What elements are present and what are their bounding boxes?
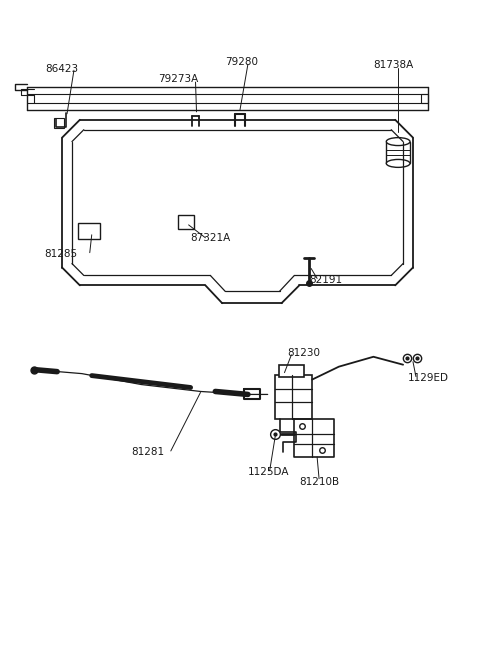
Text: 81738A: 81738A xyxy=(373,60,414,70)
Text: 82191: 82191 xyxy=(309,275,342,285)
Bar xyxy=(54,118,64,127)
Text: 81281: 81281 xyxy=(131,447,164,457)
Text: 81285: 81285 xyxy=(44,249,77,259)
Text: 81230: 81230 xyxy=(288,348,321,358)
Text: 79273A: 79273A xyxy=(158,74,198,84)
Text: 87321A: 87321A xyxy=(191,233,231,243)
Ellipse shape xyxy=(386,137,410,146)
Bar xyxy=(278,365,304,376)
Bar xyxy=(275,374,312,419)
Text: 81210B: 81210B xyxy=(300,477,339,487)
Bar xyxy=(78,223,100,238)
Ellipse shape xyxy=(386,160,410,168)
Text: 1125DA: 1125DA xyxy=(248,467,289,477)
Text: 1129ED: 1129ED xyxy=(408,373,449,382)
Bar xyxy=(178,215,193,229)
Bar xyxy=(386,142,410,164)
Text: 79280: 79280 xyxy=(225,57,258,67)
Text: 86423: 86423 xyxy=(45,64,78,74)
